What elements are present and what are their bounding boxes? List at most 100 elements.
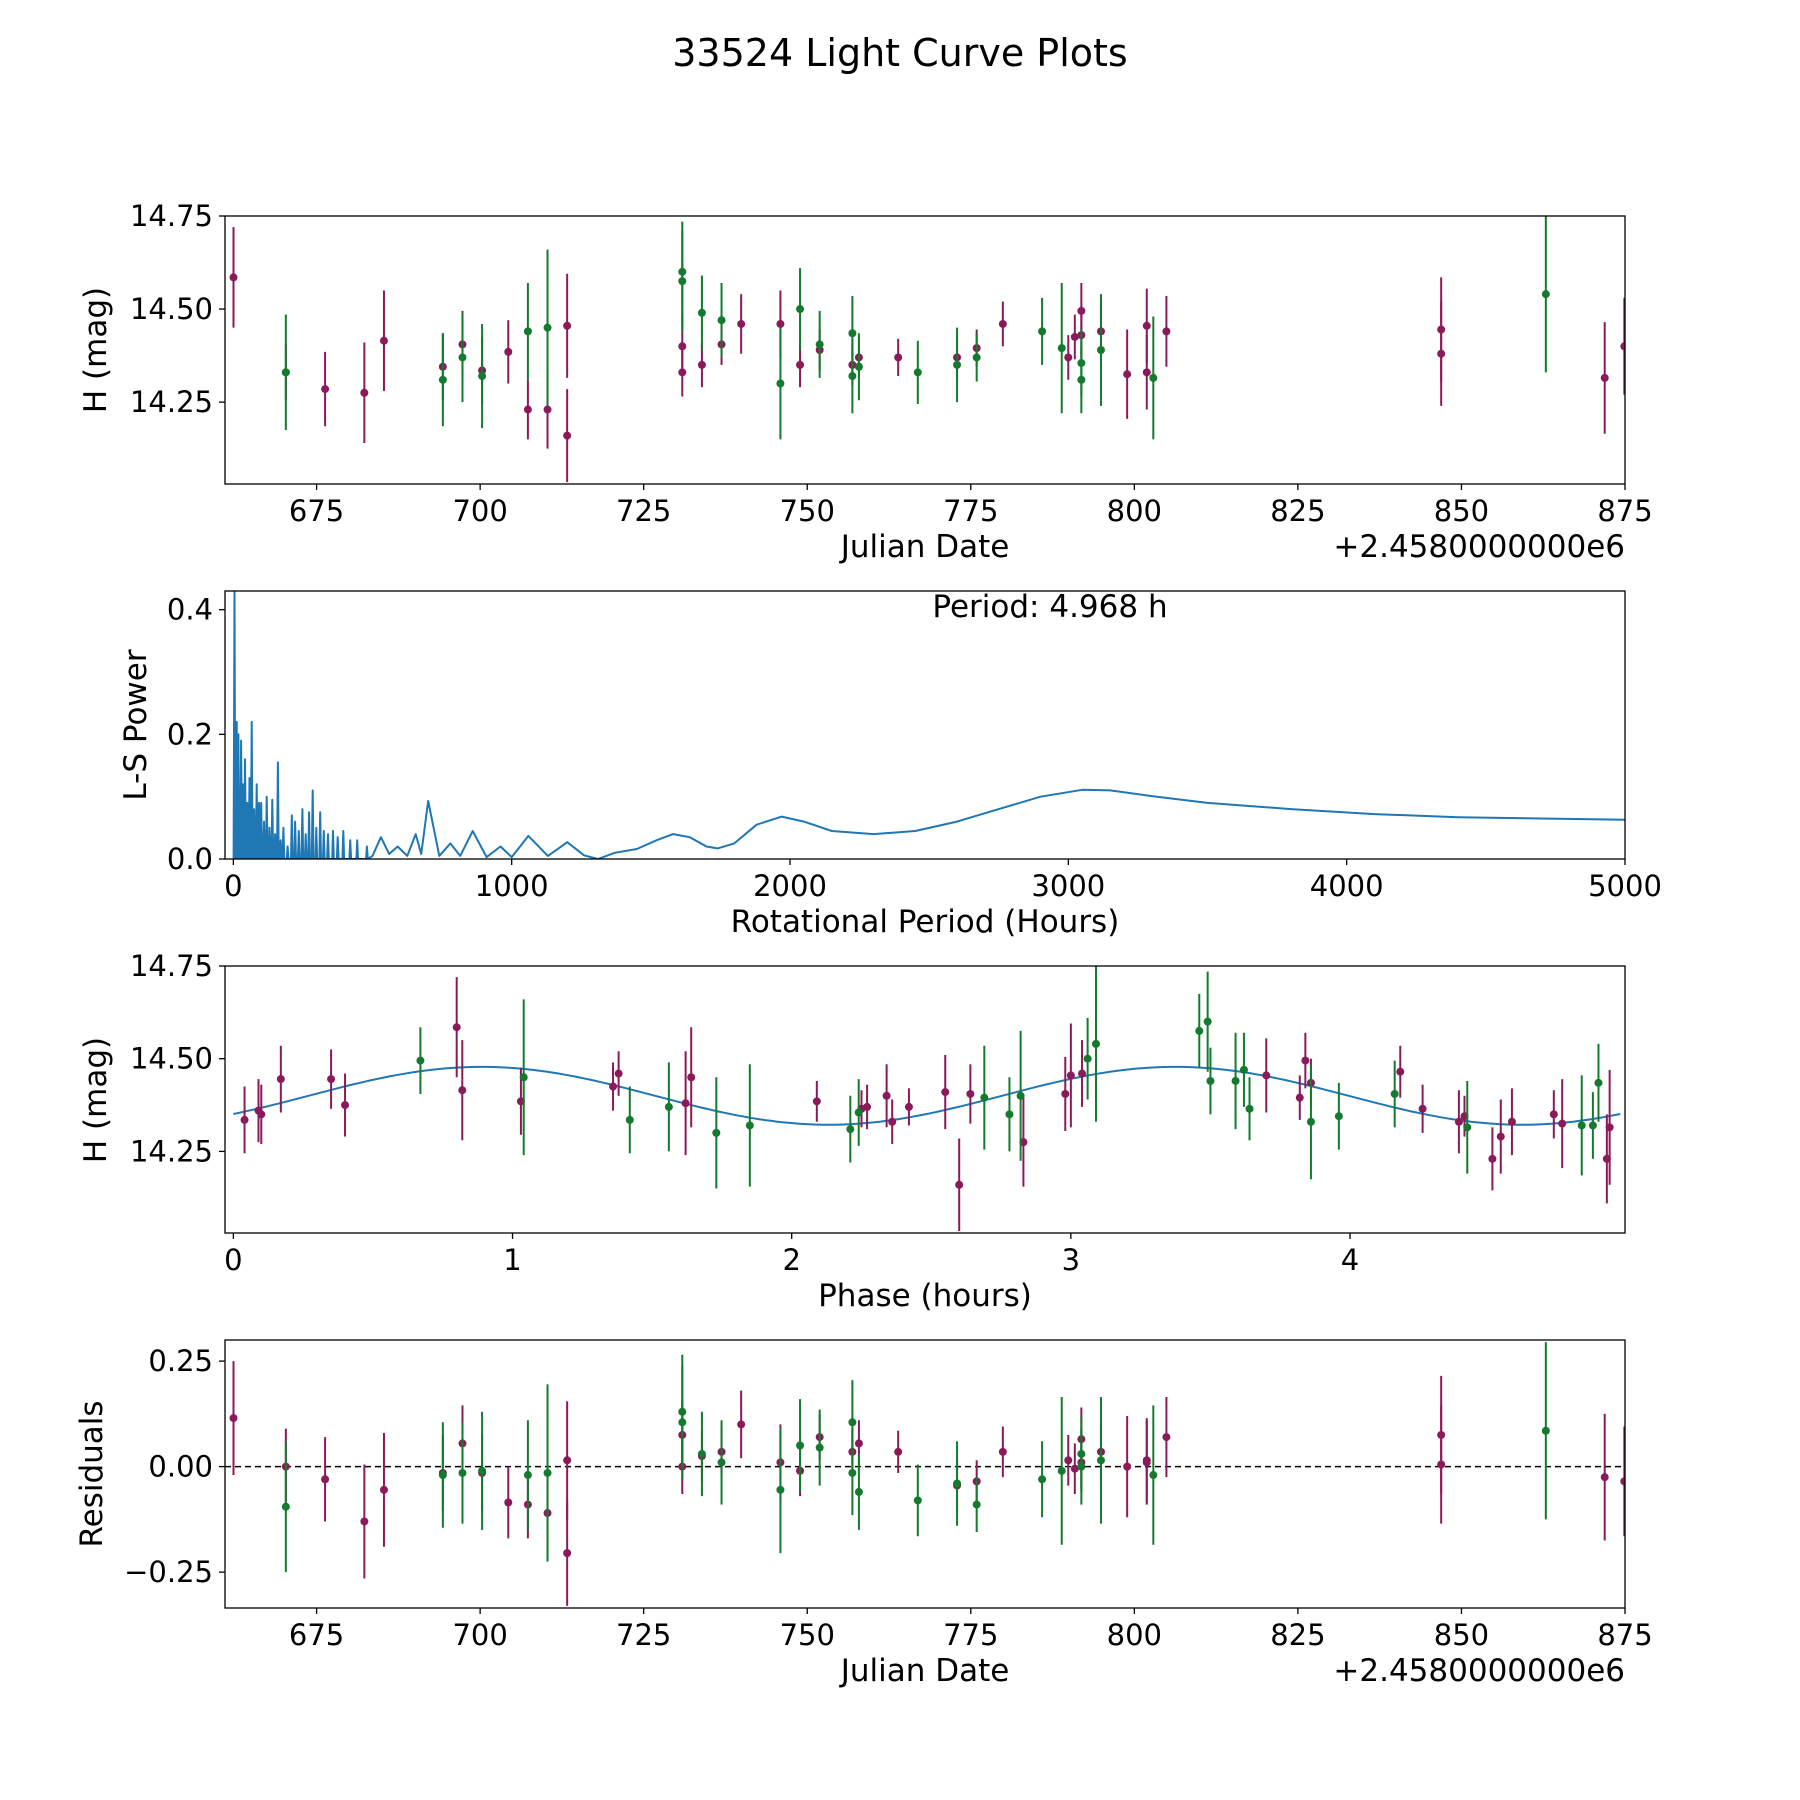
- lightcurve-x-tick-label: 675: [289, 494, 344, 528]
- phased-x-tick-label: 0: [224, 1243, 242, 1277]
- periodogram-marks: [232, 591, 1625, 859]
- phased-series-a-point: [681, 1051, 690, 1156]
- residuals-axes-frame: [224, 1339, 1626, 1609]
- phased-series-a-point: [1396, 1045, 1405, 1098]
- lightcurve-series-b-point: [913, 340, 922, 404]
- lightcurve-series-a-point: [504, 320, 513, 384]
- phased-series-a-point: [257, 1084, 266, 1144]
- phased-axes-frame: [224, 965, 1626, 1234]
- lightcurve-series-a-point: [1123, 329, 1132, 419]
- lightcurve-series-b-point: [848, 338, 857, 414]
- periodogram-y-tick-label: 0.4: [167, 593, 213, 627]
- phased-series-b-point: [846, 1095, 855, 1163]
- phased-y-tick-label: 14.50: [130, 1042, 213, 1076]
- phased-series-b-point: [1245, 1077, 1254, 1141]
- residuals-series-b-point: [458, 1422, 467, 1524]
- periodogram-x-tick-label: 5000: [1588, 869, 1662, 903]
- phased-series-a-point: [1262, 1038, 1271, 1113]
- lightcurve-series-b-point: [1096, 294, 1105, 406]
- lightcurve-x-tick-label: 875: [1597, 494, 1652, 528]
- phased-series-b-point: [1239, 1032, 1248, 1107]
- residuals-series-b-point: [1038, 1441, 1047, 1518]
- phased-series-a-point: [452, 977, 461, 1078]
- phased-x-label: Phase (hours): [818, 1278, 1032, 1314]
- residuals-series-a-point: [1620, 1426, 1625, 1537]
- residuals-y-tick-label: 0.00: [148, 1450, 213, 1484]
- lightcurve-series-a-point: [1070, 314, 1079, 360]
- periodogram-panel: 0 1000 2000 3000 4000 5000 0.0 0.2 0.4 Period: …: [118, 589, 1662, 940]
- residuals-series-b-point: [972, 1477, 981, 1533]
- lightcurve-offset-label: +2.4580000000e6: [1333, 529, 1625, 565]
- periodogram-x-ticks: 0 1000 2000 3000 4000 5000: [224, 859, 1662, 903]
- residuals-series-b-point: [678, 1365, 687, 1480]
- phased-series-a-point: [812, 1080, 821, 1122]
- lightcurve-x-tick-label: 850: [1434, 494, 1489, 528]
- lightcurve-y-tick-label: 14.25: [130, 385, 213, 419]
- periodogram-axes-frame: [224, 590, 1626, 860]
- residuals-series-b-point: [438, 1422, 447, 1528]
- phased-series-a-point: [1454, 1090, 1463, 1154]
- lightcurve-series-b-point: [1077, 329, 1086, 397]
- residuals-series-b-point: [848, 1430, 857, 1516]
- phased-series-b-point: [1334, 1082, 1343, 1150]
- lightcurve-x-tick-label: 800: [1107, 494, 1162, 528]
- residuals-series-b-point: [953, 1441, 962, 1526]
- residuals-series-a-point: [504, 1466, 513, 1539]
- lightcurve-series-a-point: [1620, 297, 1625, 395]
- phased-series-b-point: [1203, 971, 1212, 1072]
- lightcurve-series-a-point: [523, 379, 532, 440]
- phased-series-a-point: [1066, 1023, 1075, 1128]
- phased-series-a-point: [882, 1064, 891, 1128]
- periodogram-y-tick-label: 0.2: [167, 717, 213, 751]
- residuals-series-b-point: [1096, 1396, 1105, 1524]
- phased-series-a-point: [1488, 1127, 1497, 1191]
- phased-series-b-point: [854, 1079, 863, 1146]
- phased-series-a-point: [614, 1051, 623, 1096]
- lightcurve-series-a-point: [1064, 335, 1073, 380]
- lightcurve-axes-frame: [224, 215, 1626, 485]
- residuals-x-tick-label: 875: [1597, 1618, 1652, 1652]
- lightcurve-series-a-point: [563, 273, 572, 378]
- phased-series-b-point: [1005, 1077, 1014, 1152]
- phased-series-b-point: [664, 1062, 673, 1152]
- lightcurve-y-tick-label: 14.75: [130, 199, 213, 233]
- phased-series-b-point: [1588, 1092, 1597, 1159]
- lightcurve-series-b-point: [458, 312, 467, 403]
- phased-x-tick-label: 2: [782, 1243, 800, 1277]
- phased-series-b-point: [1195, 993, 1204, 1068]
- fit-curve: [233, 1065, 1621, 1126]
- lightcurve-series-a-point: [894, 338, 903, 377]
- lightcurve-series-b-point: [972, 333, 981, 382]
- lightcurve-series-b-point: [717, 283, 726, 358]
- phased-y-tick-label: 14.75: [130, 949, 213, 983]
- figure-title: 33524 Light Curve Plots: [672, 31, 1127, 75]
- lightcurve-series-a-point: [1142, 335, 1151, 410]
- phased-series-b-point: [1390, 1060, 1399, 1128]
- phased-y-label: H (mag): [78, 1037, 114, 1163]
- lightcurve-x-tick-label: 750: [780, 494, 835, 528]
- lightcurve-y-tick-label: 14.50: [130, 292, 213, 326]
- lightcurve-series-b-point: [1541, 216, 1550, 373]
- lightcurve-series-a-point: [321, 351, 330, 427]
- phased-series-a-point: [1078, 1040, 1087, 1107]
- phased-series-b-point: [416, 1027, 425, 1094]
- residuals-series-b-point: [717, 1420, 726, 1505]
- phased-x-tick-label: 4: [1341, 1243, 1359, 1277]
- lightcurve-x-tick-label: 825: [1270, 494, 1325, 528]
- lightcurve-series-b-point: [1038, 297, 1047, 365]
- phased-series-a-point: [941, 1055, 950, 1130]
- lightcurve-series-a-point: [1437, 301, 1446, 406]
- periodogram-plot-area: [232, 591, 1625, 859]
- phased-series-a-point: [1301, 1032, 1310, 1089]
- phased-marks: [233, 966, 1621, 1232]
- lightcurve-x-ticks: 675 700 725 750 775 800 825 850 875: [289, 484, 1653, 528]
- residuals-series-a-point: [1600, 1413, 1609, 1541]
- lightcurve-series-b-point: [1057, 283, 1066, 414]
- lightcurve-plot-area: [229, 216, 1625, 483]
- phased-series-a-point: [687, 1027, 696, 1128]
- residuals-series-b-point: [854, 1453, 863, 1530]
- phased-series-b-point: [1206, 1047, 1215, 1115]
- phased-series-a-point: [1549, 1090, 1558, 1139]
- residuals-x-tick-label: 750: [780, 1618, 835, 1652]
